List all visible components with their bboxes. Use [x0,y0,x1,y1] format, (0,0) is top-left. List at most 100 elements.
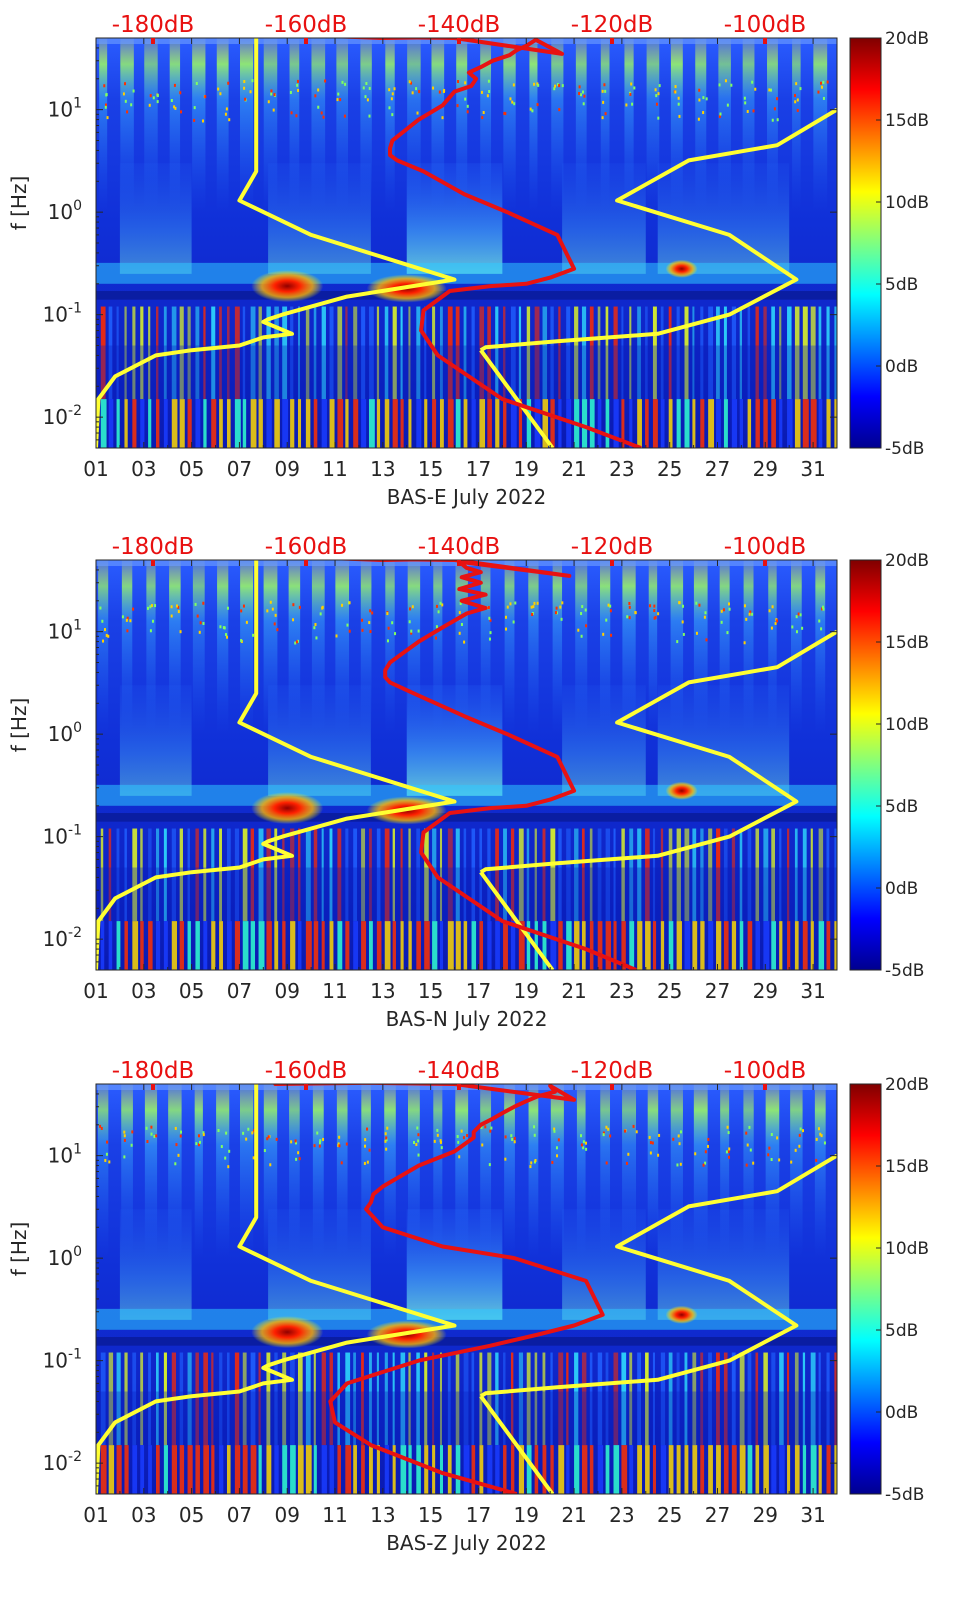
lf-bar [755,828,760,922]
speckle [322,1137,325,1141]
speckle [487,606,490,610]
speckle [560,617,563,621]
lf-bar [329,828,333,922]
lf-bar [660,306,664,400]
speckle [509,602,512,606]
speckle [316,1131,319,1135]
lf-bar-bottom [518,1445,525,1494]
lf-bar-bottom [771,399,776,448]
lf-bar-bottom [116,399,120,448]
x-tick-label: 09 [274,1503,299,1527]
lf-bar [645,828,650,922]
speckle [219,92,222,96]
lf-bar-bottom [148,921,153,970]
lf-bar [226,306,230,400]
speckle [253,1129,256,1133]
x-tick-label: 15 [418,979,443,1003]
speckle [416,1126,419,1130]
daily-streak [624,38,634,213]
daily-streak [121,560,133,735]
lf-bar [455,1352,460,1446]
lf-bar [471,1352,475,1446]
lf-bar [408,1352,411,1446]
lf-bar-bottom [132,1445,138,1494]
lf-bar [652,306,657,400]
speckle [555,606,558,610]
speckle [336,98,339,102]
lf-bar [258,1352,261,1446]
lf-bar [282,1352,287,1446]
speckle [488,637,491,641]
lf-bar-bottom [510,921,516,970]
lf-bar-bottom [794,1445,800,1494]
speckle [179,1130,182,1134]
lf-bar [447,1352,451,1446]
lf-bar-bottom [313,921,319,970]
lf-bar [226,1352,230,1446]
lf-bar [108,1352,114,1446]
lf-bar-bottom [171,921,177,970]
speckle [743,96,746,100]
speckle [751,80,754,84]
speckle [105,103,108,107]
lf-bar [574,828,579,922]
lf-bar [676,828,681,922]
daily-streak [718,38,731,213]
speckle [249,90,252,94]
speckle [263,1149,266,1153]
x-tick-label: 09 [274,457,299,481]
daily-streak [504,560,515,735]
lf-bar-bottom [581,399,588,448]
lf-bar-bottom [739,399,744,448]
lf-bar [424,828,429,922]
lf-bar-bottom [258,921,265,970]
speckle [624,1129,627,1133]
colorbar-frame [849,37,882,449]
speckle [649,1151,652,1155]
speckle [553,1127,556,1131]
lf-bar-bottom [211,399,217,448]
x-tick-label: 11 [322,1503,347,1527]
speckle [815,1137,818,1141]
dark-band [96,291,837,300]
lf-bar-bottom [810,399,817,448]
lf-bar [731,1352,736,1446]
speckle [410,629,413,633]
speckle [220,1145,223,1149]
daily-streak [792,38,801,213]
speckle [105,93,108,97]
lf-bar [424,306,427,400]
lf-bar [668,1352,673,1446]
speckle [418,90,421,94]
speckle [363,1161,366,1165]
speckle [558,84,561,88]
speckle [156,100,159,104]
speckle [727,1150,730,1154]
speckle [319,612,322,616]
speckle [554,611,557,615]
speckle [294,1139,297,1143]
lf-bar [597,306,601,400]
lf-bar-bottom [684,1445,689,1494]
daily-streak [146,560,156,735]
speckle [408,80,411,84]
top-db-tick [763,1084,767,1090]
speckle [795,630,798,634]
colorbar [850,38,881,448]
x-tick-label: 29 [753,457,778,481]
lf-bar [290,1352,295,1446]
lf-bar [589,1352,593,1446]
lf-bar-bottom [195,921,200,970]
lf-bar [100,306,106,400]
lf-bar-bottom [716,399,721,448]
daily-streak [169,560,181,735]
x-tick-label: 03 [131,457,156,481]
lf-bar-bottom [731,921,737,970]
speckle [131,1130,134,1134]
daily-streak [814,1084,826,1259]
lf-bar-bottom [337,399,344,448]
speckle [456,1135,459,1139]
lf-bar [487,828,491,922]
speckle [369,609,372,613]
lf-bar-bottom [818,1445,822,1494]
